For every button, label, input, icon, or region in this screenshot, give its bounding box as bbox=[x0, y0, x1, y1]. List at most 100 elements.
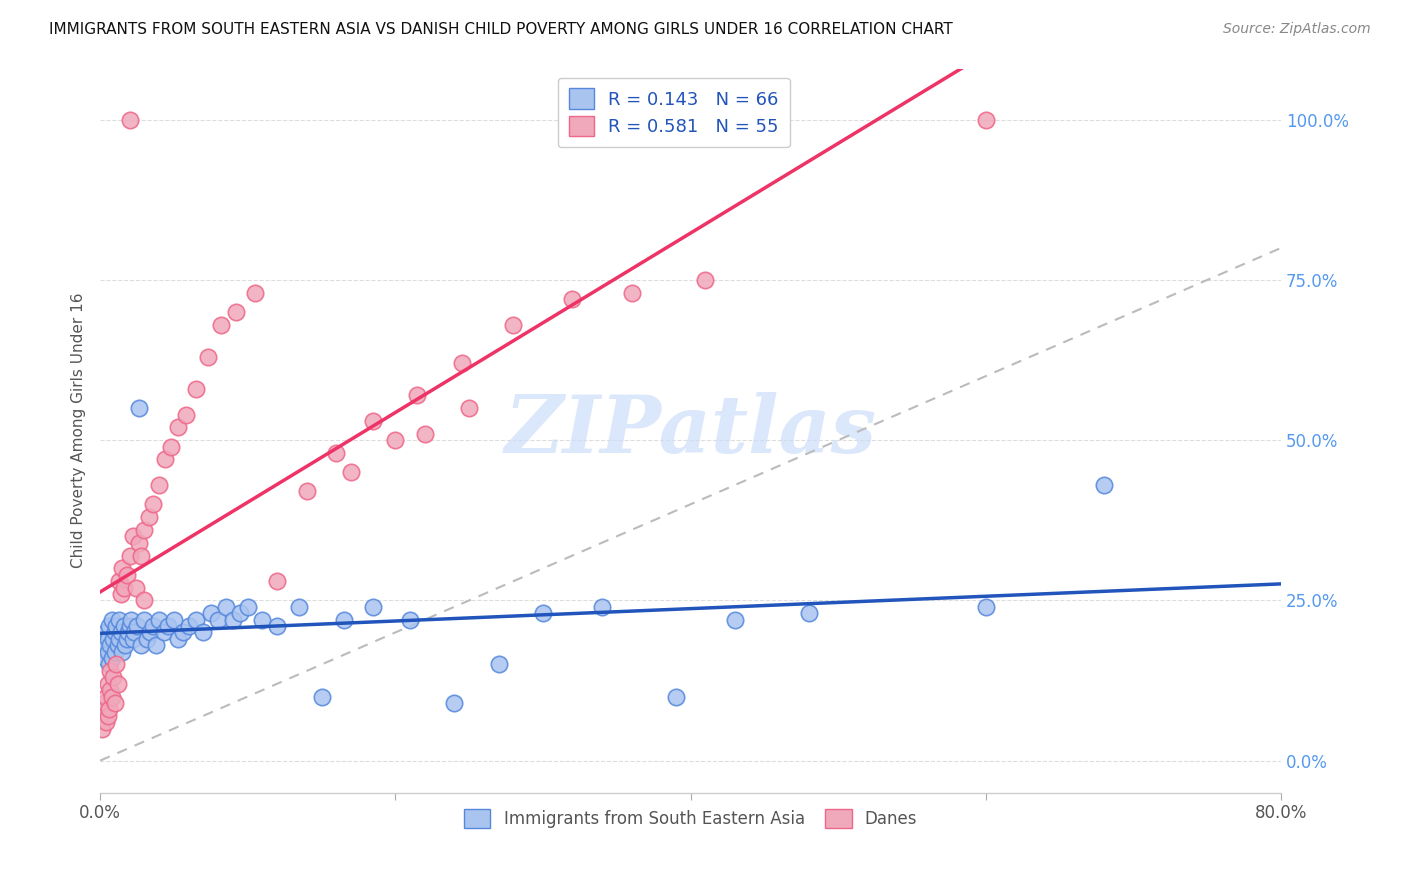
Point bbox=[96, 676, 118, 690]
Point bbox=[121, 632, 143, 646]
Point bbox=[107, 638, 129, 652]
Point bbox=[295, 484, 318, 499]
Point bbox=[138, 510, 160, 524]
Point bbox=[110, 587, 132, 601]
Point bbox=[142, 497, 165, 511]
Point bbox=[450, 356, 472, 370]
Point bbox=[121, 529, 143, 543]
Point bbox=[406, 388, 429, 402]
Point bbox=[94, 625, 117, 640]
Point bbox=[134, 593, 156, 607]
Point bbox=[100, 683, 122, 698]
Point bbox=[128, 401, 150, 416]
Point bbox=[104, 696, 127, 710]
Point bbox=[222, 613, 245, 627]
Point bbox=[413, 426, 436, 441]
Point bbox=[94, 690, 117, 704]
Point bbox=[974, 599, 997, 614]
Point bbox=[200, 606, 222, 620]
Point bbox=[96, 708, 118, 723]
Point bbox=[332, 613, 354, 627]
Point bbox=[125, 619, 148, 633]
Point bbox=[502, 318, 524, 332]
Point bbox=[103, 632, 125, 646]
Point bbox=[100, 638, 122, 652]
Point bbox=[384, 433, 406, 447]
Point bbox=[101, 690, 124, 704]
Point bbox=[114, 638, 136, 652]
Point bbox=[98, 702, 121, 716]
Point bbox=[105, 657, 128, 672]
Legend: Immigrants from South Eastern Asia, Danes: Immigrants from South Eastern Asia, Dane… bbox=[457, 803, 924, 835]
Point bbox=[177, 619, 200, 633]
Point bbox=[193, 625, 215, 640]
Point bbox=[93, 696, 115, 710]
Point bbox=[1092, 478, 1115, 492]
Point bbox=[139, 625, 162, 640]
Point bbox=[266, 574, 288, 589]
Point bbox=[104, 645, 127, 659]
Point bbox=[197, 350, 219, 364]
Point bbox=[122, 625, 145, 640]
Point bbox=[93, 651, 115, 665]
Point bbox=[117, 625, 139, 640]
Point bbox=[184, 613, 207, 627]
Point bbox=[110, 625, 132, 640]
Point bbox=[108, 632, 131, 646]
Point bbox=[112, 581, 135, 595]
Point bbox=[134, 613, 156, 627]
Point bbox=[148, 613, 170, 627]
Point bbox=[105, 619, 128, 633]
Point bbox=[488, 657, 510, 672]
Point bbox=[91, 702, 114, 716]
Point bbox=[695, 273, 717, 287]
Point bbox=[243, 285, 266, 300]
Point bbox=[172, 625, 194, 640]
Point bbox=[620, 285, 643, 300]
Point bbox=[443, 696, 465, 710]
Point bbox=[252, 613, 274, 627]
Point bbox=[96, 645, 118, 659]
Point bbox=[120, 613, 142, 627]
Point bbox=[118, 549, 141, 563]
Point bbox=[361, 414, 384, 428]
Point bbox=[399, 613, 422, 627]
Point bbox=[266, 619, 288, 633]
Point bbox=[118, 619, 141, 633]
Point bbox=[974, 112, 997, 127]
Point bbox=[167, 632, 190, 646]
Point bbox=[98, 657, 121, 672]
Point bbox=[103, 670, 125, 684]
Point bbox=[340, 465, 363, 479]
Point bbox=[107, 676, 129, 690]
Point bbox=[111, 645, 134, 659]
Point bbox=[163, 613, 186, 627]
Point bbox=[167, 420, 190, 434]
Point bbox=[136, 632, 159, 646]
Point bbox=[458, 401, 481, 416]
Text: ZIPatlas: ZIPatlas bbox=[505, 392, 876, 469]
Point bbox=[128, 535, 150, 549]
Point bbox=[124, 581, 146, 595]
Point bbox=[174, 408, 197, 422]
Point bbox=[160, 440, 183, 454]
Point bbox=[131, 638, 153, 652]
Point bbox=[157, 619, 180, 633]
Point bbox=[531, 606, 554, 620]
Point bbox=[152, 625, 174, 640]
Point bbox=[207, 613, 229, 627]
Point bbox=[142, 619, 165, 633]
Text: Source: ZipAtlas.com: Source: ZipAtlas.com bbox=[1223, 22, 1371, 37]
Point bbox=[134, 523, 156, 537]
Text: IMMIGRANTS FROM SOUTH EASTERN ASIA VS DANISH CHILD POVERTY AMONG GIRLS UNDER 16 : IMMIGRANTS FROM SOUTH EASTERN ASIA VS DA… bbox=[49, 22, 953, 37]
Point bbox=[236, 599, 259, 614]
Point bbox=[90, 722, 112, 736]
Point bbox=[108, 574, 131, 589]
Point bbox=[104, 625, 127, 640]
Point bbox=[131, 549, 153, 563]
Point bbox=[724, 613, 747, 627]
Point bbox=[145, 638, 167, 652]
Point bbox=[148, 478, 170, 492]
Point bbox=[91, 638, 114, 652]
Point bbox=[115, 632, 138, 646]
